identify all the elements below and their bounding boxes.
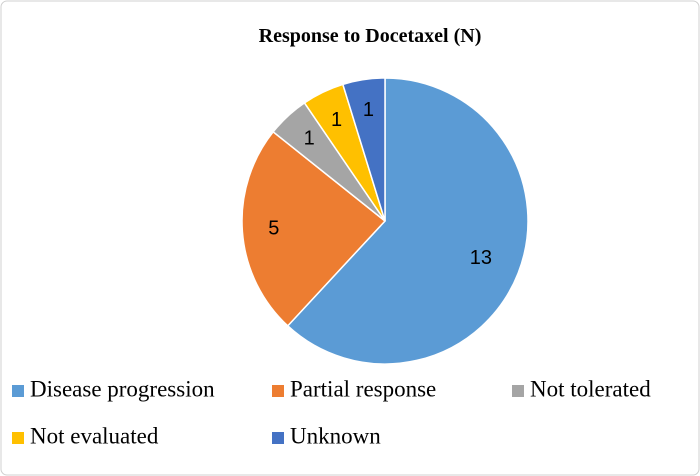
legend-swatch xyxy=(512,385,524,397)
legend-label: Partial response xyxy=(290,376,436,401)
chart-title: Response to Docetaxel (N) xyxy=(259,25,482,47)
legend-swatch xyxy=(12,385,24,397)
legend-swatch xyxy=(12,432,24,444)
legend-swatch xyxy=(272,432,284,444)
legend-label: Not tolerated xyxy=(530,376,651,401)
legend-label: Disease progression xyxy=(30,376,215,401)
legend-label: Not evaluated xyxy=(30,423,159,448)
pie-slice xyxy=(286,77,529,365)
legend-label: Unknown xyxy=(290,423,381,448)
legend-swatch xyxy=(272,385,284,397)
data-label: 13 xyxy=(470,247,492,269)
data-label: 1 xyxy=(304,128,315,150)
pie-slice xyxy=(341,77,386,222)
data-label: 1 xyxy=(331,109,342,131)
data-label: 1 xyxy=(363,99,374,121)
data-label: 5 xyxy=(268,218,279,240)
pie-slice xyxy=(241,130,387,327)
